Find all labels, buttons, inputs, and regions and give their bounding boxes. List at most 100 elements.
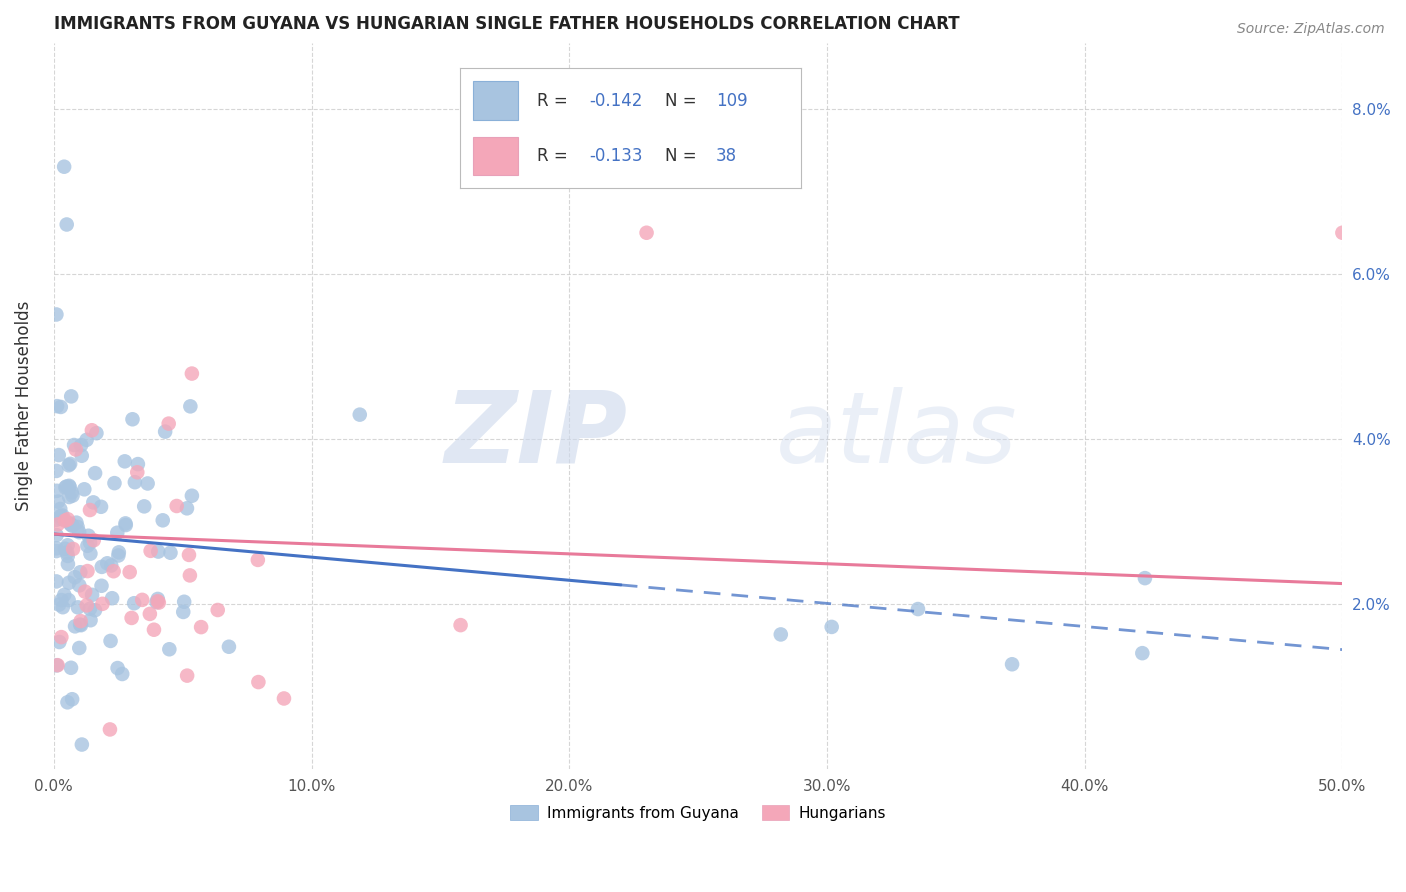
Point — [49, 509, 72, 524]
Point — [122, 596, 145, 610]
Point — [769, 627, 792, 641]
Point — [56, 538, 79, 552]
Point — [173, 595, 195, 609]
Point — [70, 738, 93, 752]
Point — [67, 525, 90, 540]
Point — [55, 218, 77, 232]
Point — [450, 618, 472, 632]
Point — [153, 425, 176, 439]
Point — [59, 516, 82, 531]
Point — [70, 438, 93, 452]
Point — [152, 513, 174, 527]
Point — [636, 226, 658, 240]
Point — [56, 549, 79, 563]
Point — [79, 535, 101, 549]
Point — [51, 508, 73, 523]
Point — [60, 485, 83, 500]
Point — [70, 449, 93, 463]
Point — [45, 574, 67, 589]
Point — [60, 517, 83, 532]
Point — [1130, 646, 1153, 660]
Point — [247, 675, 270, 690]
Point — [86, 426, 108, 441]
Point — [46, 517, 69, 532]
Point — [69, 617, 91, 632]
Point — [148, 544, 170, 558]
Point — [114, 454, 136, 468]
Point — [73, 483, 96, 497]
Point — [51, 593, 73, 607]
Point — [49, 512, 72, 526]
Point — [60, 389, 83, 403]
Point — [103, 564, 125, 578]
Point — [65, 516, 87, 530]
Point — [45, 464, 67, 478]
Point — [80, 423, 103, 437]
Y-axis label: Single Father Households: Single Father Households — [15, 301, 32, 511]
Point — [69, 614, 91, 628]
Point — [107, 661, 129, 675]
Point — [62, 541, 84, 556]
Point — [49, 400, 72, 414]
Point — [45, 528, 67, 542]
Point — [58, 593, 80, 607]
Point — [45, 658, 67, 673]
Point — [84, 466, 107, 480]
Point — [58, 458, 80, 473]
Point — [121, 412, 143, 426]
Point — [76, 539, 98, 553]
Point — [69, 566, 91, 580]
Point — [91, 597, 114, 611]
Text: ZIP: ZIP — [444, 386, 627, 483]
Point — [176, 668, 198, 682]
Point — [349, 408, 371, 422]
Point — [59, 457, 82, 471]
Point — [101, 591, 124, 606]
Point — [60, 518, 83, 533]
Point — [53, 541, 76, 556]
Point — [177, 548, 200, 562]
Point — [45, 483, 67, 498]
Point — [157, 642, 180, 657]
Point — [114, 518, 136, 533]
Point — [134, 500, 156, 514]
Point — [63, 619, 86, 633]
Point — [62, 489, 84, 503]
Point — [79, 602, 101, 616]
Point — [56, 512, 79, 526]
Point — [121, 611, 143, 625]
Point — [49, 502, 72, 516]
Point — [139, 544, 162, 558]
Point — [46, 494, 69, 508]
Point — [136, 476, 159, 491]
Point — [53, 514, 76, 528]
Point — [79, 547, 101, 561]
Point — [60, 692, 83, 706]
Point — [79, 503, 101, 517]
Point — [80, 588, 103, 602]
Point — [66, 600, 89, 615]
Point — [139, 607, 162, 621]
Legend: Immigrants from Guyana, Hungarians: Immigrants from Guyana, Hungarians — [505, 799, 891, 827]
Point — [166, 499, 188, 513]
Point — [127, 465, 149, 479]
Point — [143, 623, 166, 637]
Point — [1001, 657, 1024, 672]
Point — [45, 513, 67, 527]
Point — [148, 596, 170, 610]
Point — [76, 564, 98, 578]
Point — [77, 529, 100, 543]
Point — [179, 400, 201, 414]
Point — [76, 433, 98, 447]
Point — [53, 160, 76, 174]
Point — [180, 367, 202, 381]
Point — [82, 495, 104, 509]
Text: IMMIGRANTS FROM GUYANA VS HUNGARIAN SINGLE FATHER HOUSEHOLDS CORRELATION CHART: IMMIGRANTS FROM GUYANA VS HUNGARIAN SING… — [53, 15, 959, 33]
Point — [46, 399, 69, 413]
Point — [124, 475, 146, 490]
Point — [111, 667, 134, 681]
Point — [79, 613, 101, 627]
Point — [83, 533, 105, 548]
Point — [146, 591, 169, 606]
Text: atlas: atlas — [776, 386, 1017, 483]
